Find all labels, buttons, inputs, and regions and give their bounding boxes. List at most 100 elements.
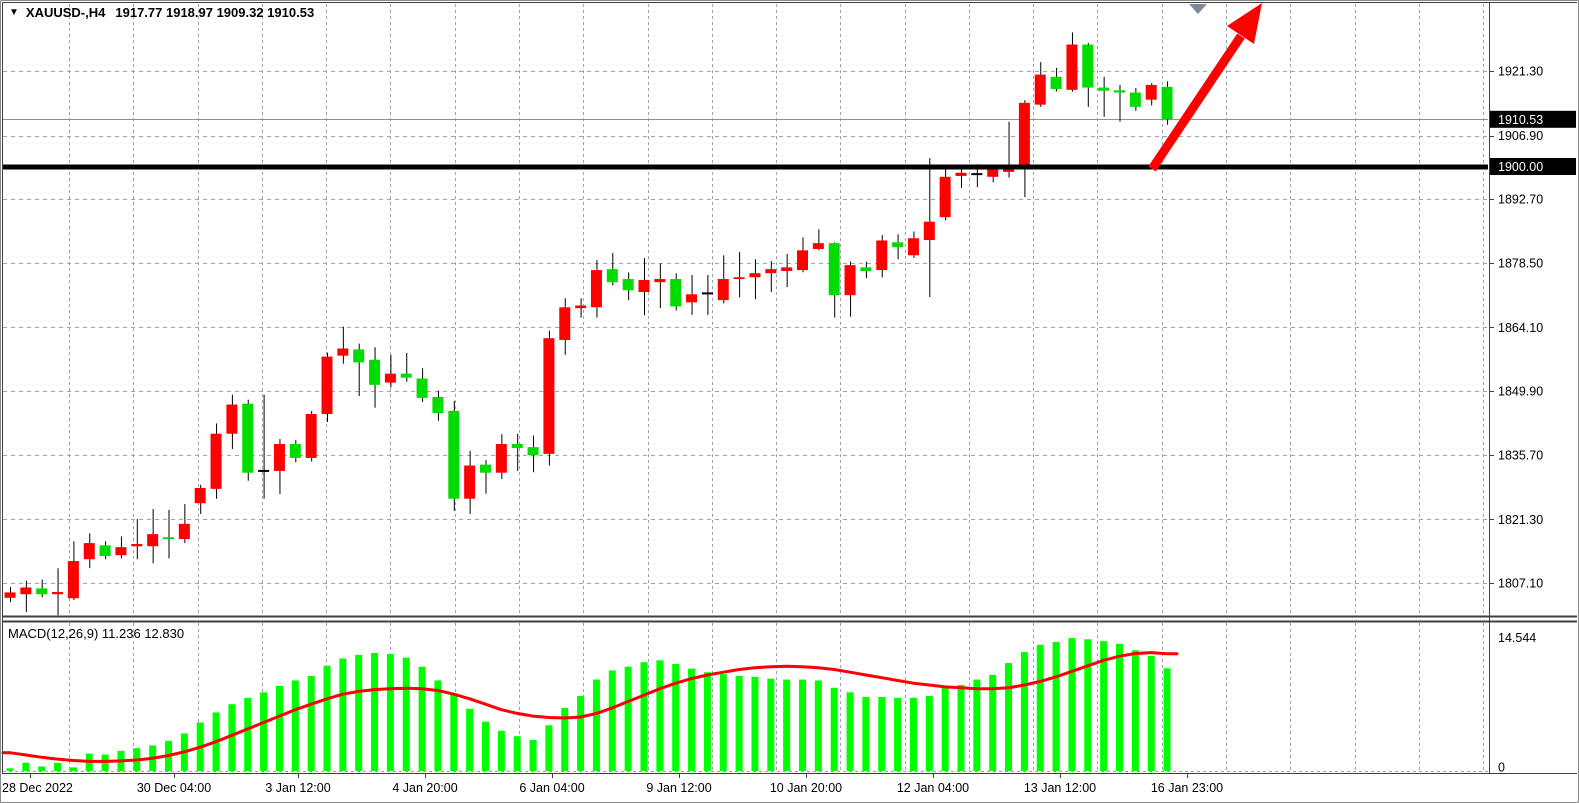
candle-body-bull [543,338,555,454]
candle [765,261,777,293]
candle-body-bull [717,279,729,301]
candle [717,255,729,304]
macd-signal-line [1,651,1179,763]
macd-histogram-bar [545,725,553,771]
macd-histogram-bar [1052,642,1060,771]
candle-body-bear [606,269,618,283]
time-axis[interactable]: 28 Dec 2022 30 Dec 04:00 3 Jan 12:00 4 Jan … [2,774,1223,795]
candle-body-bull [495,444,507,473]
candle-body-bear [1114,90,1125,93]
macd-indicator-label: MACD(12,26,9) 11.236 12.830 [8,626,185,641]
candle [416,368,428,402]
candle-body-bear [480,464,491,473]
candle [384,354,396,388]
macd-histogram-bar [228,704,236,771]
candle [606,253,618,286]
macd-histogram-bar [466,708,474,771]
candle-body-bull [194,487,206,504]
macd-histogram-bar [497,730,505,771]
candle-body-bull [765,269,777,274]
macd-histogram-bar [767,678,775,771]
macd-histogram-bar [862,696,870,771]
macd-histogram-bar [323,665,331,771]
price-axis[interactable]: 1921.30 1906.90 1892.70 1878.50 1864.10 1849.… [1489,65,1576,775]
candle [52,568,64,616]
candle [590,260,602,318]
macd-histogram-bar [941,687,949,771]
candle [448,400,460,511]
macd-histogram-bar [1005,663,1013,771]
candle [559,298,571,355]
macd-histogram-bar [656,660,664,771]
candle-body-bull [797,250,808,271]
candle [749,259,761,300]
macd-histogram-bar [339,658,347,771]
candle [1145,83,1157,106]
macd-histogram-bar [450,694,458,771]
macd-histogram-bar [878,696,886,771]
candle [876,235,888,278]
candle [828,242,840,318]
macd-histogram-bar [1100,641,1108,771]
candle-body-bull [131,543,143,547]
candle [1161,81,1173,125]
symbol-dropdown-icon[interactable]: ▼ [9,7,19,18]
macd-histogram-bar [688,668,696,771]
line-level-axis-label: 1900.00 [1498,160,1543,174]
candle [543,330,555,466]
candle-body-bull [923,221,935,241]
macd-histogram-bar [735,675,743,771]
pane-divider[interactable] [2,615,1577,623]
macd-axis-max-label: 14.544 [1498,631,1536,645]
candle-body-bear [353,349,365,363]
chart-shift-marker-icon[interactable] [1189,4,1207,14]
macd-histogram-bar [608,670,616,771]
macd-histogram-bar [1068,637,1076,771]
candle-body-bull [749,273,761,278]
macd-histogram-bar [1163,668,1171,771]
candle-body-bear [416,378,428,398]
candle [131,518,143,560]
macd-histogram-bar [38,766,46,771]
candle-body-bear [622,279,634,291]
price-tick-label: 1835.70 [1498,448,1543,462]
macd-histogram-bar [672,664,680,771]
candle-body-bear [670,279,682,307]
candle-body-bull [1003,167,1015,172]
macd-histogram-bar [418,666,426,771]
candle [242,399,254,481]
symbol-period-label: XAUUSD-,H4 [25,5,106,20]
macd-histogram-bar [275,685,283,771]
candle [147,509,159,564]
candle [797,237,808,273]
candle [701,275,713,315]
trend-arrow[interactable] [1148,3,1262,172]
candle [1050,67,1062,92]
macd-histogram-bar [386,653,394,771]
macd-histogram-bar [751,676,759,771]
macd-histogram-bar [561,707,569,771]
time-tick-label: 10 Jan 20:00 [770,781,842,795]
macd-histogram-bar [909,697,917,771]
candle [527,435,539,473]
candle [860,261,872,279]
candle-body-bear [1050,76,1062,89]
candles-layer [4,32,1173,616]
candle [226,394,238,449]
price-tick-label: 1821.30 [1498,513,1543,527]
price-tick-label: 1921.30 [1498,65,1543,79]
candle-body-bull [638,279,650,293]
candle-body-bear [369,359,381,385]
candle [844,261,856,317]
price-tick-label: 1878.50 [1498,256,1543,270]
bid-price-axis-label-box [1490,110,1576,128]
candle [464,450,476,514]
macd-histogram-bar [894,697,902,771]
candle-body-bull [178,523,190,540]
candle-body-bull [52,591,64,595]
candle-body-doji [258,469,270,472]
macd-histogram-bar [624,666,632,771]
candle [36,579,48,598]
macd-histogram-bar [577,696,585,771]
